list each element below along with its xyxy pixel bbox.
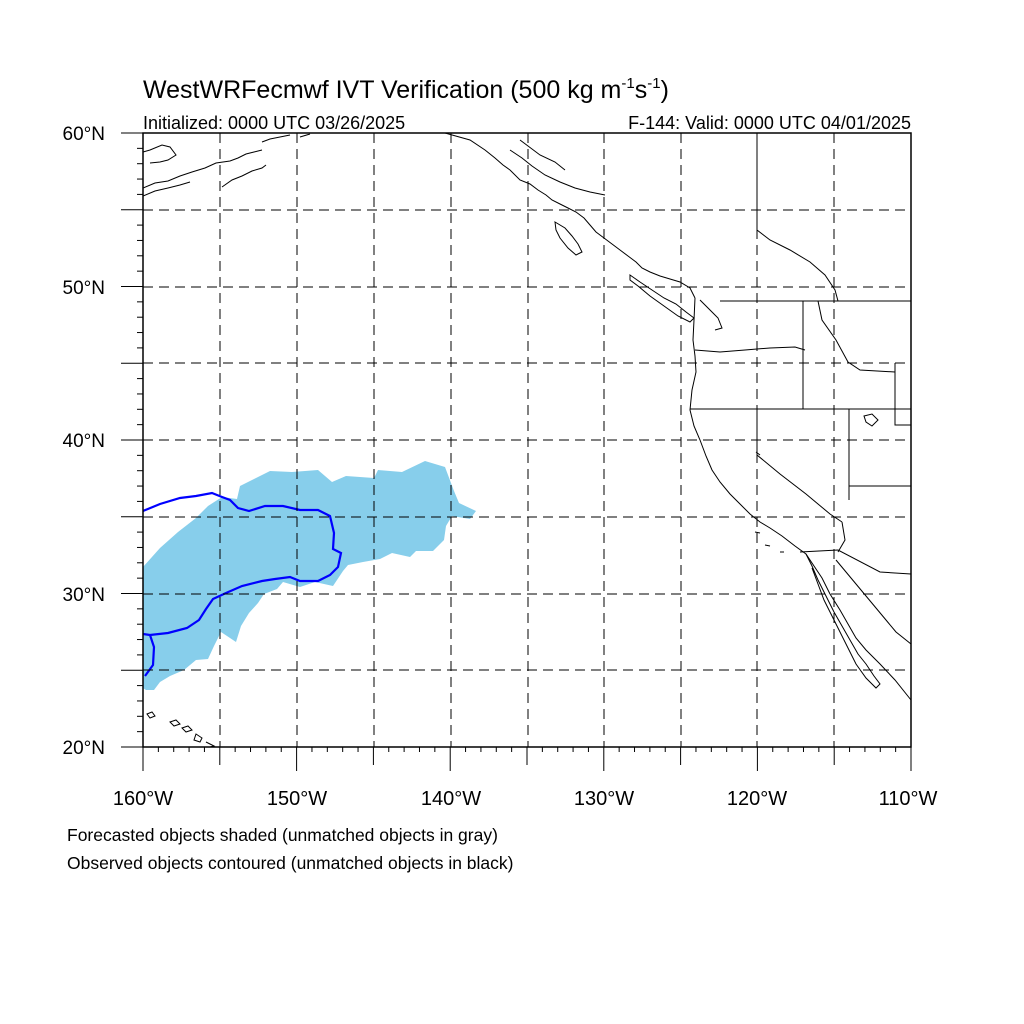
lon-label: 120°W <box>727 788 787 810</box>
lat-axis: 60°N 50°N 40°N 30°N 20°N <box>63 124 105 759</box>
lon-label: 160°W <box>113 788 173 810</box>
lon-label: 140°W <box>421 788 481 810</box>
political-boundaries <box>690 133 911 575</box>
lon-label: 110°W <box>879 788 938 810</box>
lat-label: 20°N <box>63 738 105 759</box>
map-title: WestWRFecmwf IVT Verification (500 kg m-… <box>143 75 669 104</box>
lon-label: 130°W <box>574 788 634 810</box>
observed-contour <box>143 491 343 677</box>
footnote-observed: Observed objects contoured (unmatched ob… <box>67 853 514 873</box>
grid-lines <box>143 133 911 747</box>
lat-label: 60°N <box>63 124 105 145</box>
lat-label: 30°N <box>63 585 105 606</box>
lon-axis: 160°W 150°W 140°W 130°W 120°W 110°W <box>113 788 938 810</box>
lat-label: 50°N <box>63 278 105 299</box>
forecast-object <box>143 461 476 690</box>
map-area <box>143 133 911 747</box>
valid-time-label: F-144: Valid: 0000 UTC 04/01/2025 <box>628 113 911 133</box>
axis-ticks <box>121 132 912 771</box>
lon-label: 150°W <box>267 788 327 810</box>
lat-label: 40°N <box>63 431 105 452</box>
coastlines <box>143 133 911 747</box>
footnote-forecast: Forecasted objects shaded (unmatched obj… <box>67 825 498 845</box>
init-time-label: Initialized: 0000 UTC 03/26/2025 <box>143 113 405 133</box>
